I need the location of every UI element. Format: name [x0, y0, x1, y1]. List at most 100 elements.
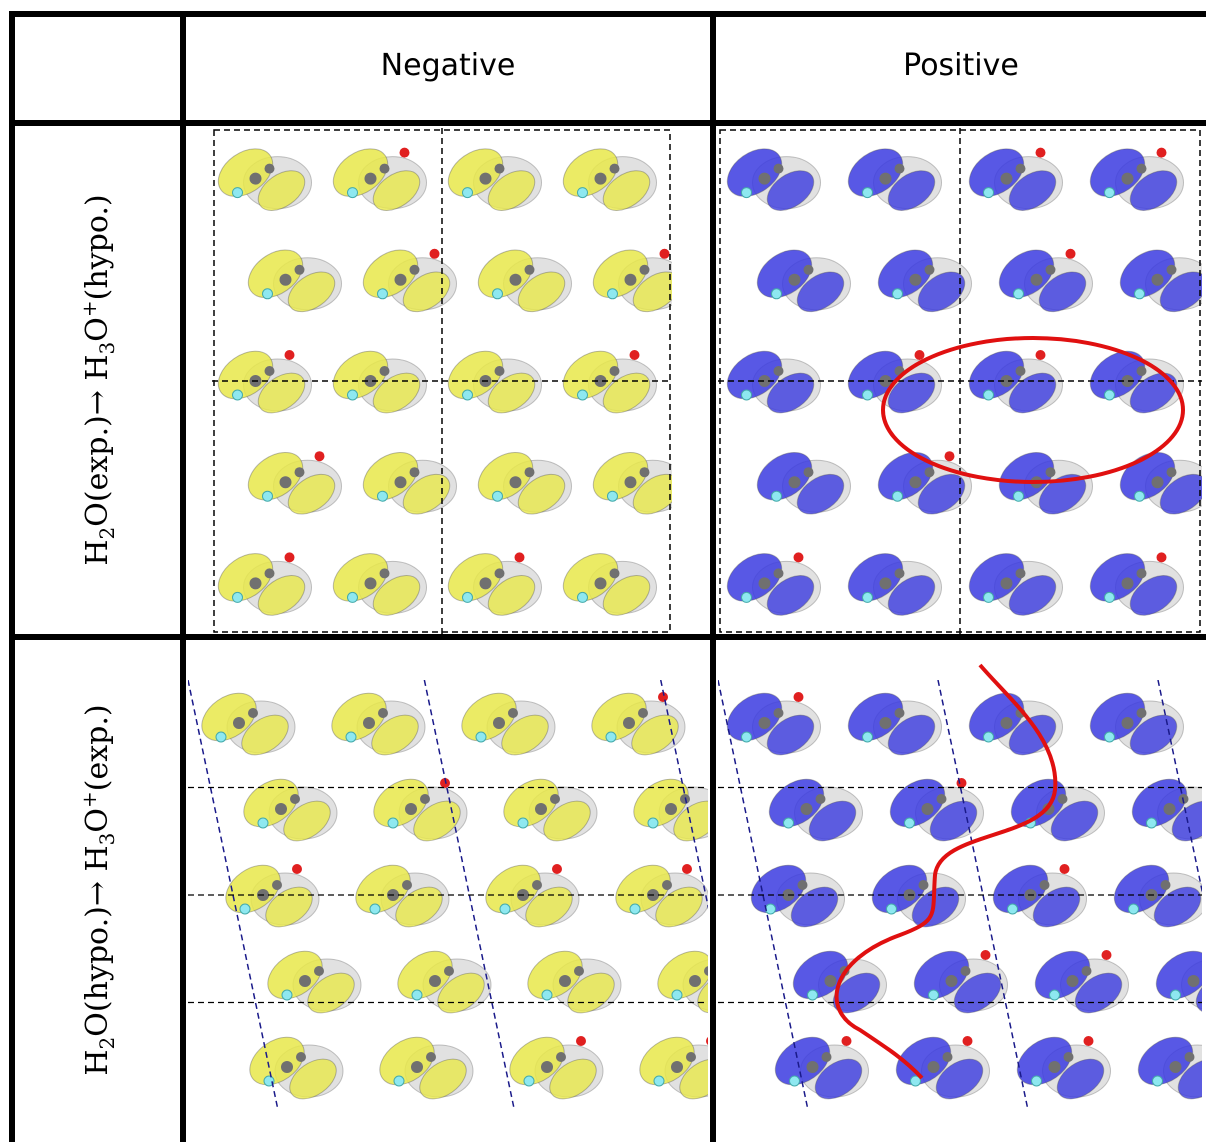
atom-fluorine — [671, 989, 683, 1001]
atom-carbon — [758, 577, 771, 590]
atom-fluorine — [928, 989, 939, 1001]
atom-carbon — [623, 717, 635, 729]
atom-fluorine — [492, 490, 503, 502]
row-label-1: H2O(exp.)→ H3O+(hypo.) — [77, 194, 119, 566]
isosurface-lobe — [756, 451, 813, 501]
atom-fluorine — [783, 817, 794, 829]
atom-fluorine — [605, 731, 617, 743]
isosurface-lobe — [395, 886, 443, 928]
isosurface-lobe — [562, 350, 619, 400]
isosurface-lobe — [562, 553, 619, 602]
atom-carbon — [894, 708, 905, 718]
atom-fluorine — [377, 490, 388, 502]
atom-carbon — [479, 172, 492, 185]
atom-fluorine — [862, 591, 873, 603]
atom-fluorine — [741, 187, 752, 199]
isosurface-lobe — [362, 451, 419, 501]
atom-fluorine — [862, 731, 873, 743]
isosurface-lobe — [1159, 271, 1202, 313]
atom-fluorine — [1104, 731, 1115, 743]
atom-carbon — [559, 975, 571, 987]
isosurface-lobe — [562, 148, 619, 197]
atom-carbon — [1000, 577, 1013, 590]
atom-carbon — [1136, 163, 1147, 174]
cell-boundary — [937, 680, 1029, 1110]
isosurface-lobe — [639, 1036, 695, 1086]
isosurface-lobe — [501, 714, 549, 756]
atom-fluorine — [1104, 187, 1115, 199]
isosurface-lobe — [766, 714, 815, 756]
isosurface-lobe — [1038, 271, 1087, 313]
atom-fluorine — [653, 1075, 665, 1087]
isosurface-lobe — [814, 1058, 863, 1100]
isosurface-lobe — [247, 249, 304, 299]
atom-carbon — [405, 803, 417, 815]
atom-carbon — [541, 1061, 553, 1073]
isosurface-lobe — [847, 692, 904, 742]
isosurface-lobe — [913, 950, 970, 1000]
atom-carbon — [788, 476, 801, 489]
atom-fluorine — [629, 903, 641, 915]
atom-fluorine — [910, 1075, 921, 1087]
atom-carbon — [402, 880, 412, 890]
atom-fluorine — [647, 817, 659, 829]
atom-carbon — [879, 375, 892, 387]
atom-carbon — [1166, 264, 1177, 275]
isosurface-lobe — [768, 778, 825, 828]
atom-carbon — [409, 467, 420, 478]
atom-carbon — [662, 880, 672, 890]
atom-carbon — [1121, 172, 1134, 185]
isosurface-lobe — [633, 778, 689, 828]
atom-fluorine — [741, 591, 752, 603]
isosurface-lobe — [1008, 170, 1057, 211]
atom-carbon — [550, 794, 560, 804]
isosurface-lobe — [602, 372, 651, 414]
atom-carbon — [411, 1061, 423, 1073]
atom-carbon — [426, 1052, 436, 1062]
isosurface-lobe — [332, 553, 389, 602]
atom-oxygen — [514, 552, 525, 563]
isosurface-lobe — [372, 575, 421, 616]
atom-carbon — [363, 717, 375, 729]
atom-carbon — [429, 975, 441, 987]
atom-fluorine — [789, 1075, 800, 1087]
isosurface-lobe — [517, 271, 566, 313]
atom-carbon — [909, 476, 922, 489]
atom-carbon — [879, 172, 892, 185]
atom-carbon — [879, 717, 892, 729]
atom-oxygen — [659, 248, 670, 259]
isosurface-lobe — [992, 864, 1049, 914]
atom-carbon — [594, 577, 607, 590]
atom-fluorine — [1152, 1075, 1163, 1087]
isosurface-lobe — [697, 972, 708, 1014]
isosurface-lobe — [503, 778, 559, 828]
atom-carbon — [936, 794, 947, 804]
isosurface-lobe — [289, 1058, 337, 1100]
isosurface-lobe — [362, 249, 419, 299]
isosurface-lobe — [1171, 800, 1202, 842]
isosurface-lobe — [968, 148, 1025, 197]
atom-carbon — [394, 273, 407, 286]
atom-fluorine — [232, 187, 243, 199]
isosurface-lobe — [935, 1058, 984, 1100]
isosurface-lobe — [413, 800, 461, 842]
isosurface-lobe — [917, 271, 966, 313]
isosurface-lobe — [249, 1036, 305, 1086]
atom-oxygen — [793, 552, 804, 563]
isosurface-lobe — [1016, 1036, 1073, 1086]
atom-carbon — [556, 1052, 566, 1062]
cell-boundary — [718, 680, 809, 1110]
atom-fluorine — [886, 903, 897, 915]
atom-carbon — [806, 1061, 819, 1073]
atom-fluorine — [475, 731, 487, 743]
isosurface-lobe — [1153, 886, 1202, 928]
atom-carbon — [1015, 366, 1026, 376]
isosurface-lobe — [419, 1058, 467, 1100]
atom-carbon — [494, 568, 505, 579]
atom-oxygen — [1059, 864, 1070, 874]
atom-carbon — [927, 1061, 940, 1073]
atom-carbon — [279, 273, 292, 286]
isosurface-lobe — [1155, 950, 1202, 1000]
isosurface-lobe — [615, 864, 671, 914]
isosurface-lobe — [592, 249, 649, 299]
